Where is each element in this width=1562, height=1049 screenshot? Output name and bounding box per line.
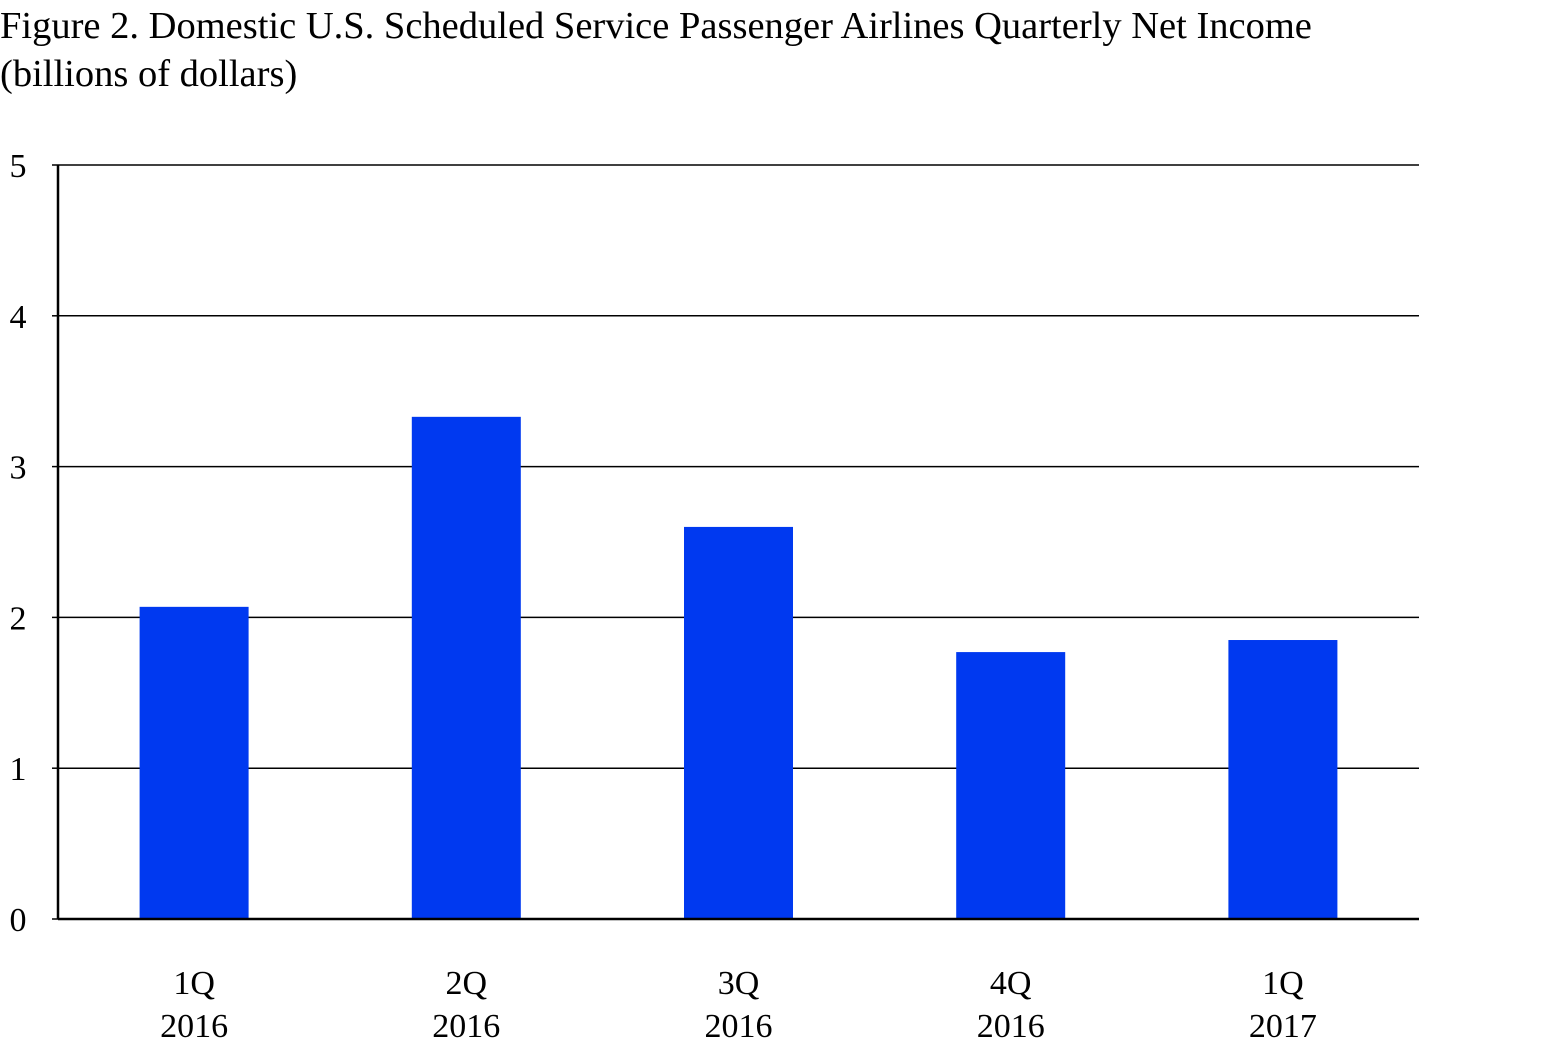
- y-tick-label: 1: [10, 751, 27, 788]
- y-tick-labels: 0 1 2 3 4 5: [10, 148, 27, 939]
- y-tick-label: 3: [10, 450, 27, 487]
- x-category-year: 2016: [160, 1008, 228, 1045]
- chart-title-line: Figure 2. Domestic U.S. Scheduled Servic…: [0, 5, 1312, 47]
- x-category-quarter: 2Q: [446, 965, 488, 1002]
- bars: [139, 416, 1338, 919]
- bar-3: [684, 526, 793, 919]
- axes: [52, 164, 1419, 921]
- chart-subtitle: (billions of dollars): [0, 53, 298, 95]
- x-category-year: 2016: [705, 1008, 773, 1045]
- x-category-quarter: 1Q: [1262, 965, 1304, 1002]
- bar-4: [956, 652, 1066, 919]
- x-category-year: 2017: [1249, 1008, 1317, 1045]
- bar-5: [1228, 640, 1338, 919]
- x-category-labels: 1Q 2016 2Q 2016 3Q 2016 4Q 2016 1Q 2017: [160, 965, 1317, 1045]
- x-category-quarter: 1Q: [173, 965, 215, 1002]
- bar-2: [411, 416, 521, 919]
- x-category-year: 2016: [432, 1008, 500, 1045]
- chart-title: Figure 2. Domestic U.S. Scheduled Servic…: [0, 2, 1312, 98]
- y-tick-label: 2: [10, 600, 27, 637]
- bar-1: [139, 606, 249, 919]
- y-tick-label: 0: [10, 902, 27, 939]
- x-category-quarter: 3Q: [718, 965, 760, 1002]
- y-tick-label: 5: [10, 148, 27, 185]
- x-category-year: 2016: [977, 1008, 1045, 1045]
- x-category-quarter: 4Q: [990, 965, 1032, 1002]
- y-tick-label: 4: [10, 299, 27, 336]
